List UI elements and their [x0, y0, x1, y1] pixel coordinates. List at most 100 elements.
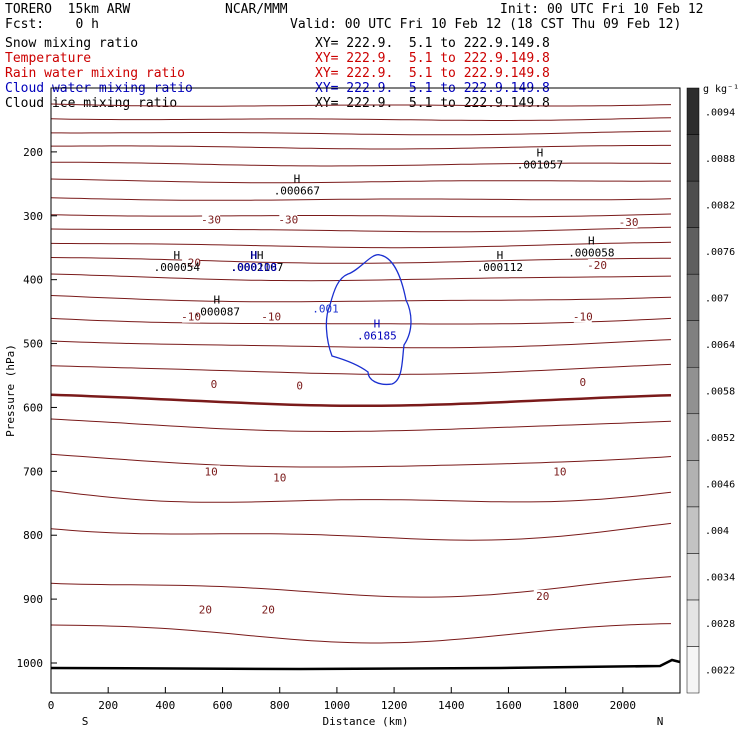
axes: 0 200 400 600 800 1000 1200 1400 1600 1800 2000200…: [4, 146, 663, 728]
colorbar-swatch: [686, 553, 700, 601]
isotherm-lines: [50, 103, 672, 644]
south-label: S: [82, 715, 89, 728]
colorbar-swatch: [686, 227, 700, 275]
colorbar-swatch: [686, 646, 700, 694]
isotherm-label: -30: [278, 214, 298, 227]
isotherm-label: -20: [181, 256, 201, 269]
isotherm-line: [50, 453, 672, 468]
colorbar-label: .004: [705, 526, 729, 537]
cloud-water-contour: [325, 254, 412, 386]
maximum-value: .000087: [194, 305, 240, 318]
x-tick-label: 1400: [438, 699, 465, 712]
cloud-contour-label: .001: [312, 302, 339, 315]
colorbar-swatch: [686, 413, 700, 461]
init-time: Init: 00 UTC Fri 10 Feb 12: [500, 2, 704, 17]
field-xy-temperature: XY= 222.9. 5.1 to 222.9.149.8: [315, 51, 550, 66]
field-name-temperature: Temperature: [5, 51, 92, 66]
maximum-marker: H: [251, 249, 258, 262]
isotherm-label: 20: [262, 603, 275, 616]
isotherm-line: [50, 241, 672, 249]
colorbar-label: .0082: [705, 200, 735, 211]
isotherm-label-bg: [196, 603, 215, 616]
isotherm-line: [50, 295, 672, 303]
y-tick-label: 800: [23, 529, 43, 542]
colorbar-label: .0064: [705, 340, 735, 351]
y-axis-label: Pressure (hPa): [4, 344, 17, 437]
isotherm-line: [50, 257, 672, 264]
colorbar-label: .007: [705, 293, 729, 304]
y-tick-label: 1000: [17, 657, 44, 670]
colorbar-swatch: [686, 180, 700, 228]
colorbar-label: .0022: [705, 666, 735, 677]
isotherm-label-bg: [279, 213, 298, 226]
y-tick-label: 600: [23, 401, 43, 414]
maximum-value: .06185: [357, 330, 397, 343]
colorbar-swatch: [686, 460, 700, 508]
colorbar-swatch: [686, 320, 700, 368]
x-tick-label: 600: [213, 699, 233, 712]
maximum-value: .000667: [274, 185, 320, 198]
isotherm-line: [50, 226, 672, 233]
x-tick-label: 800: [270, 699, 290, 712]
isotherm-label-bg: [270, 471, 289, 484]
colorbar-unit: g kg⁻¹: [703, 84, 739, 95]
north-label: N: [657, 715, 664, 728]
isotherm-label: 10: [553, 465, 566, 478]
valid-time: Valid: 00 UTC Fri 10 Feb 12 (18 CST Thu …: [290, 17, 682, 32]
maximum-value: .000058: [568, 247, 614, 260]
y-tick-label: 300: [23, 210, 43, 223]
isotherm-line: [50, 317, 672, 325]
maximum-value: .000108: [231, 261, 277, 274]
x-tick-label: 1600: [495, 699, 522, 712]
terrain-surface-line: [50, 658, 681, 671]
x-axis-label: Distance (km): [322, 715, 408, 728]
y-tick-label: 700: [23, 465, 43, 478]
colorbar-label: .0052: [705, 433, 735, 444]
isotherm-label-bg: [573, 375, 592, 388]
field-xy-rain: XY= 222.9. 5.1 to 222.9.149.8: [315, 66, 550, 81]
colorbar-swatch: [686, 506, 700, 554]
maxima-labels: H.000667H.001057H.000054H.000087H.000112…: [154, 146, 615, 342]
isotherm-line: [50, 103, 672, 107]
isotherm-line: [50, 161, 671, 167]
colorbar-label: .0046: [705, 480, 735, 491]
colorbar-swatch: [686, 87, 700, 135]
center-name: NCAR/MMM: [225, 2, 288, 17]
x-tick-label: 1200: [381, 699, 408, 712]
isotherm-line: [50, 576, 672, 598]
isotherm-line: [50, 393, 672, 408]
isotherm-label: 20: [536, 590, 549, 603]
colorbar-swatch: [686, 599, 700, 647]
isotherm-line: [50, 273, 672, 282]
isotherm-label: 0: [211, 378, 218, 391]
isotherm-line: [50, 363, 672, 375]
isotherm-label-bg: [204, 377, 223, 390]
isotherm-line: [50, 418, 672, 432]
isotherm-label-bg: [262, 310, 281, 323]
isotherm-label-bg: [182, 256, 201, 269]
isotherm-label-bg: [259, 603, 278, 616]
x-tick-label: 400: [155, 699, 175, 712]
maximum-marker: H: [173, 249, 180, 262]
isotherm-line: [50, 117, 672, 121]
maximum-value: .001057: [517, 158, 563, 171]
colorbar-label: .0088: [705, 154, 735, 165]
colorbar-swatch: [686, 273, 700, 321]
y-tick-label: 500: [23, 338, 43, 351]
colorbar-swatch: [686, 366, 700, 415]
field-name-snow: Snow mixing ratio: [5, 36, 139, 51]
isotherm-line: [50, 178, 671, 184]
maximum-marker: H: [537, 146, 544, 159]
field-name-rain: Rain water mixing ratio: [5, 66, 186, 81]
isotherm-label: 10: [273, 472, 286, 485]
colorbar-swatch: [686, 134, 700, 182]
isotherm-line: [50, 490, 672, 503]
maximum-value: .0002107: [230, 261, 283, 274]
colorbar-label: .0094: [705, 107, 735, 118]
x-tick-label: 1000: [324, 699, 351, 712]
isotherm-label-bg: [550, 465, 569, 478]
colorbar-label: .0034: [705, 573, 735, 584]
isotherm-label-bg: [182, 310, 201, 323]
colorbar-label: .0076: [705, 247, 735, 258]
